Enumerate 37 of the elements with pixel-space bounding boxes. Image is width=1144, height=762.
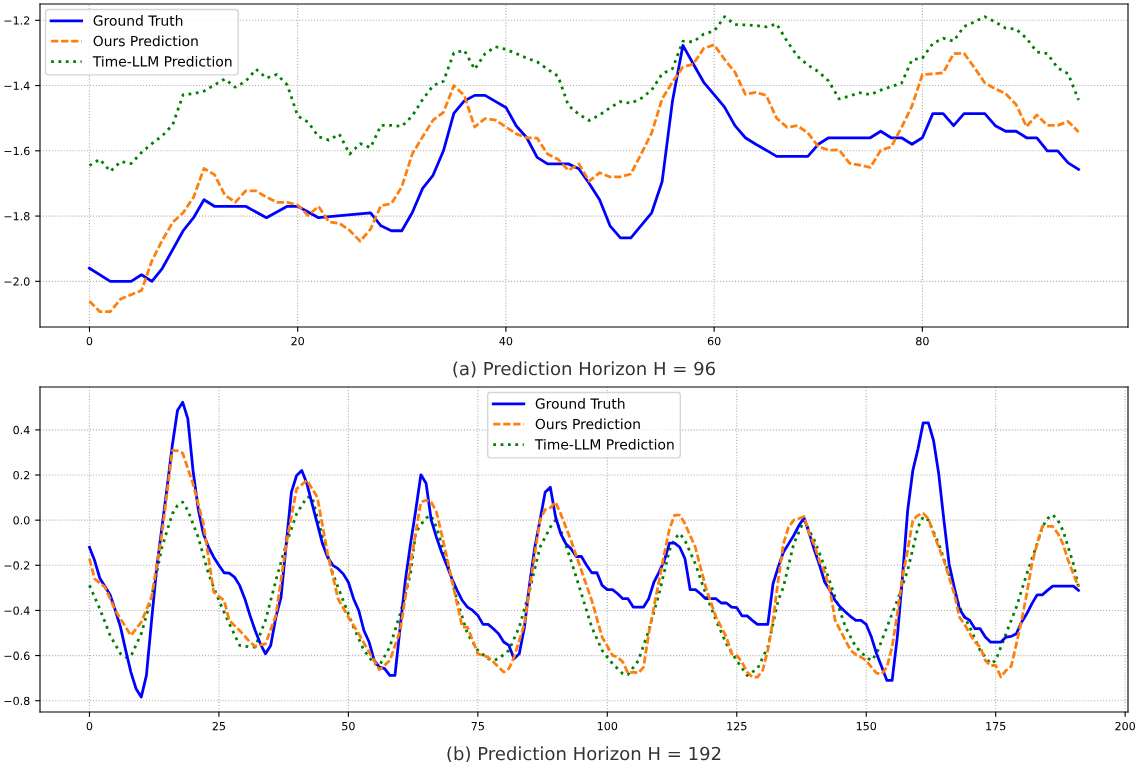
x-axis-title: (a) Prediction Horizon H = 96 [453, 361, 715, 378]
x-tick-label: 125 [727, 721, 747, 731]
y-tick-label: −0.6 [4, 651, 30, 660]
y-tick-label: 0.4 [13, 425, 30, 435]
line-series [88, 15, 1080, 173]
y-tick-label: −1.2 [4, 16, 30, 25]
legend-label: Ours Prediction [535, 418, 640, 430]
legend-label: Ground Truth [535, 398, 625, 409]
x-tick-label: 25 [212, 721, 226, 731]
line-series [88, 449, 1080, 679]
legend-label: Time-LLM Prediction [534, 438, 674, 450]
x-tick-label: 175 [986, 722, 1006, 731]
x-tick-label: 50 [342, 721, 355, 731]
x-axis-title: (b) Prediction Horizon H = 192 [447, 746, 721, 762]
x-tick-label: 0 [86, 721, 93, 731]
line-series [88, 495, 1080, 677]
y-tick-label: −1.6 [4, 146, 30, 156]
legend-label: Ours Prediction [93, 35, 198, 47]
y-tick-label: 0.2 [13, 471, 30, 480]
x-tick-label: 150 [856, 721, 877, 731]
y-tick-label: −2.0 [4, 277, 30, 286]
legend-label: Time-LLM Prediction [92, 55, 232, 67]
x-tick-label: 0 [86, 336, 93, 346]
x-tick-label: 100 [597, 721, 618, 731]
x-tick-label: 75 [471, 722, 484, 731]
x-tick-label: 40 [499, 336, 513, 346]
legend-label: Ground Truth [93, 15, 183, 26]
x-tick-label: 200 [1115, 721, 1136, 731]
x-tick-label: 20 [291, 336, 305, 346]
y-tick-label: −1.8 [4, 212, 30, 221]
y-tick-label: −1.4 [4, 81, 30, 90]
y-tick-label: −0.4 [4, 606, 30, 615]
x-tick-label: 60 [707, 336, 721, 346]
y-tick-label: −0.8 [4, 696, 30, 706]
y-tick-label: 0.0 [13, 516, 30, 525]
x-tick-label: 80 [916, 336, 929, 346]
y-tick-label: −0.2 [4, 561, 30, 570]
